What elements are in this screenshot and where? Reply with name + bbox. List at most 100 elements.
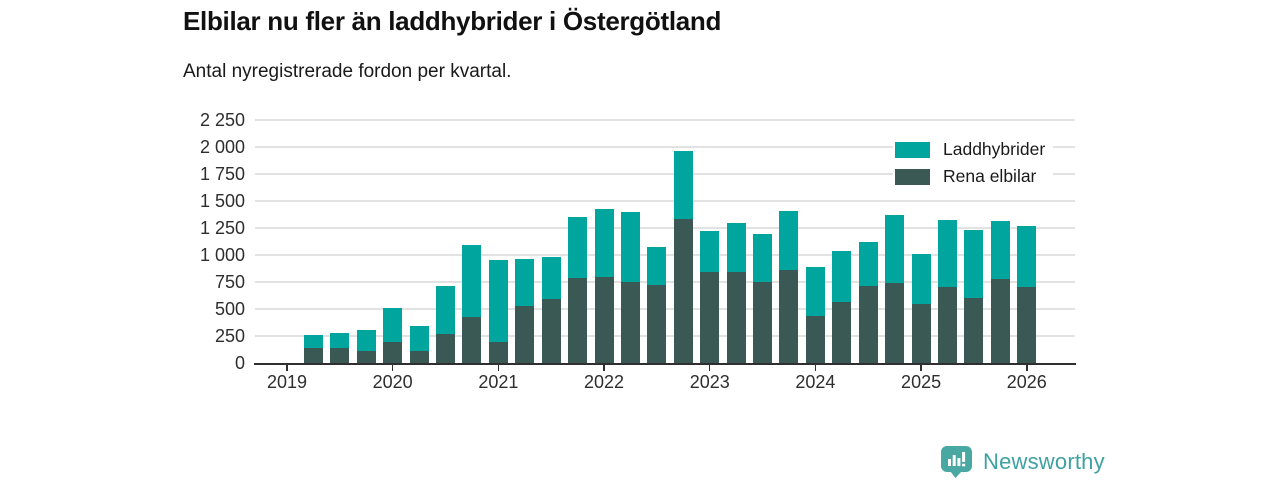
bar-segment-laddhybrider: [436, 285, 456, 334]
newsworthy-logo-icon: [941, 446, 972, 478]
x-tick-mark: [391, 364, 394, 371]
bar-2023-q1: [700, 230, 720, 363]
page-title: Elbilar nu fler än laddhybrider i Österg…: [183, 6, 722, 36]
y-tick-label: 1 000: [199, 245, 245, 265]
bar-2022-q2: [620, 211, 640, 363]
bar-segment-rena-elbilar: [356, 351, 376, 363]
bar-segment-laddhybrider: [964, 230, 984, 298]
chart-subtitle: Antal nyregistrerade fordon per kvartal.: [183, 61, 512, 82]
bar-segment-rena-elbilar: [673, 219, 693, 363]
y-tick-label: 1 500: [199, 191, 245, 211]
bar-segment-rena-elbilar: [515, 305, 535, 363]
bar-2020-q3: [436, 285, 456, 363]
bar-segment-rena-elbilar: [779, 269, 799, 363]
bar-2021-q1: [488, 259, 508, 363]
bar-2024-q3: [858, 242, 878, 363]
x-tick-label: 2023: [689, 372, 730, 392]
x-tick-label: 2022: [584, 372, 625, 392]
gridline: [255, 200, 1075, 202]
bar-segment-rena-elbilar: [488, 341, 508, 363]
x-tick-mark: [1026, 364, 1028, 371]
y-tick-label: 2 000: [199, 137, 245, 157]
x-tick-mark: [286, 364, 288, 371]
bar-segment-rena-elbilar: [885, 282, 905, 363]
bar-2019-q4: [356, 330, 376, 363]
bar-segment-laddhybrider: [409, 325, 429, 351]
bar-segment-laddhybrider: [700, 230, 720, 273]
bar-segment-rena-elbilar: [594, 276, 614, 363]
gridline: [255, 119, 1075, 121]
gridline: [255, 227, 1075, 229]
gridline: [255, 173, 1075, 175]
bar-2020-q4: [462, 244, 482, 363]
bar-segment-rena-elbilar: [1017, 286, 1037, 363]
legend-label: Rena elbilar: [943, 166, 1037, 186]
bar-segment-laddhybrider: [990, 221, 1010, 280]
bar-segment-rena-elbilar: [753, 282, 773, 363]
bar-segment-laddhybrider: [885, 215, 905, 283]
gridline: [255, 146, 1075, 148]
x-tick-mark: [603, 364, 605, 371]
x-axis-labels: 2019 2020 2021 2022 2023 2024 2025 2026: [255, 363, 1075, 403]
bar-2021-q4: [568, 216, 588, 363]
bar-segment-rena-elbilar: [911, 304, 931, 363]
bar-segment-laddhybrider: [515, 258, 535, 306]
bar-segment-laddhybrider: [805, 267, 825, 317]
bar-2024-q1: [805, 267, 825, 363]
bar-segment-laddhybrider: [779, 210, 799, 270]
bar-segment-rena-elbilar: [620, 282, 640, 363]
bar-segment-laddhybrider: [673, 151, 693, 220]
bar-segment-rena-elbilar: [990, 279, 1010, 363]
bar-segment-rena-elbilar: [858, 285, 878, 363]
legend-item-laddhybrider: Laddhybrider: [895, 136, 1045, 163]
bar-segment-rena-elbilar: [832, 301, 852, 363]
bar-segment-rena-elbilar: [462, 316, 482, 363]
y-tick-label: 250: [214, 326, 245, 346]
y-tick-label: 1 750: [199, 164, 245, 184]
rena-elbilar-swatch: [895, 168, 930, 185]
bar-2024-q2: [832, 250, 852, 363]
bar-segment-laddhybrider: [303, 334, 323, 349]
bar-segment-laddhybrider: [568, 216, 588, 279]
bar-segment-rena-elbilar: [303, 348, 323, 363]
y-axis-labels: 0 250 500 750 1 000 1 250 1 500 1 750 2 000 2 250: [160, 110, 245, 373]
bar-2020-q2: [409, 325, 429, 363]
bar-segment-laddhybrider: [832, 250, 852, 302]
bar-segment-rena-elbilar: [541, 298, 561, 363]
legend-item-rena-elbilar: Rena elbilar: [895, 163, 1045, 190]
bar-segment-rena-elbilar: [568, 278, 588, 363]
brand-footer: Newsworthy: [938, 445, 1105, 479]
bar-segment-rena-elbilar: [805, 316, 825, 363]
bar-2021-q2: [515, 258, 535, 363]
x-tick-label: 2024: [795, 372, 836, 392]
bar-segment-laddhybrider: [383, 308, 403, 343]
x-tick-mark: [920, 364, 922, 371]
bar-2026-q1: [1017, 225, 1037, 363]
plot-area: [254, 119, 1076, 365]
x-tick-label: 2026: [1006, 372, 1047, 392]
x-tick-label: 2020: [372, 372, 413, 392]
bar-2022-q3: [647, 247, 667, 363]
bar-segment-laddhybrider: [753, 233, 773, 282]
bar-segment-rena-elbilar: [938, 286, 957, 363]
x-tick-mark: [497, 364, 500, 371]
bar-segment-rena-elbilar: [647, 285, 667, 363]
bar-2023-q2: [726, 223, 746, 363]
legend: Laddhybrider Rena elbilar: [893, 136, 1054, 190]
bar-segment-laddhybrider: [1017, 225, 1037, 287]
y-tick-label: 500: [214, 299, 245, 319]
bar-segment-laddhybrider: [620, 211, 640, 282]
legend-label: Laddhybrider: [943, 139, 1046, 159]
bar-2024-q4: [885, 215, 905, 363]
bar-2022-q4: [673, 151, 693, 363]
x-tick-label: 2019: [266, 372, 308, 392]
bar-2023-q3: [753, 233, 773, 363]
bar-2019-q3: [330, 333, 350, 363]
bar-segment-laddhybrider: [858, 242, 878, 286]
bar-segment-laddhybrider: [356, 330, 376, 352]
y-tick-label: 2 250: [199, 110, 245, 130]
bar-segment-rena-elbilar: [330, 347, 350, 363]
laddhybrider-swatch: [895, 141, 930, 158]
bar-segment-rena-elbilar: [700, 272, 720, 363]
